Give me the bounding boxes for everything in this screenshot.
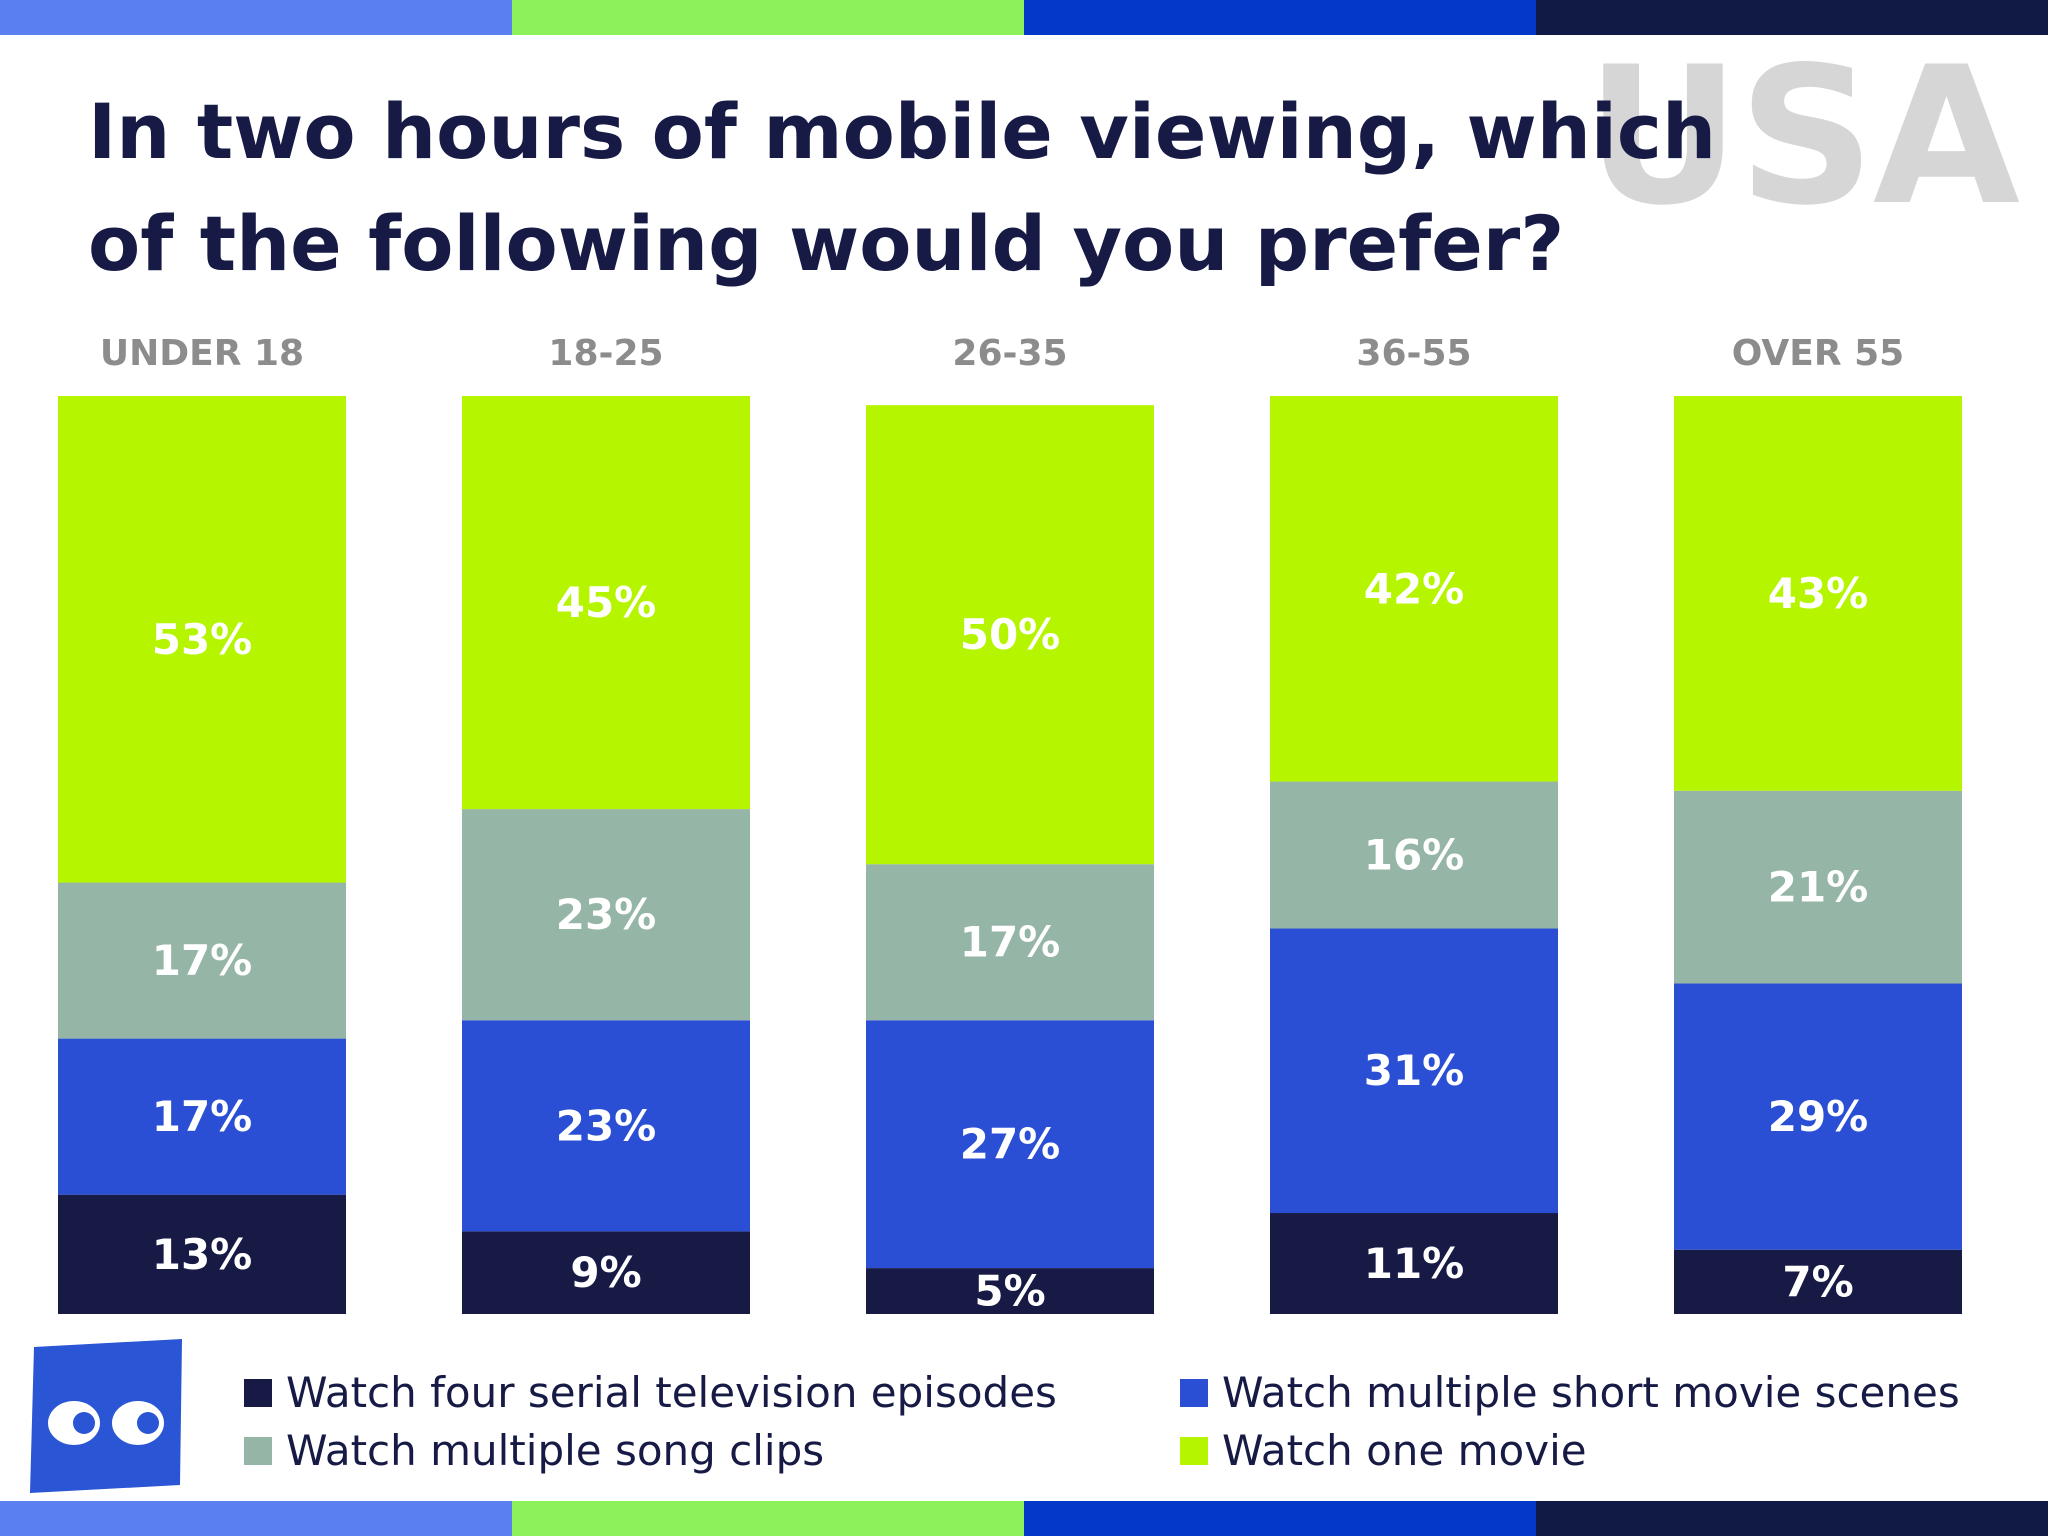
data-label: 53% (152, 615, 253, 664)
eyes-logo-icon (30, 1339, 182, 1493)
data-label: 31% (1364, 1046, 1465, 1095)
legend-item-one-movie: Watch one movie (1180, 1426, 1587, 1475)
data-label: 17% (152, 936, 253, 985)
bar-segment (1270, 1213, 1558, 1314)
legend-label: Watch multiple short movie scenes (1222, 1368, 1960, 1417)
chart-legend: Watch four serial television episodes Wa… (244, 1368, 1984, 1488)
category-label: 36-55 (1356, 333, 1471, 374)
brand-logo (26, 1335, 188, 1497)
legend-item-short-movie-scenes: Watch multiple short movie scenes (1180, 1368, 1960, 1417)
data-label: 13% (152, 1230, 253, 1279)
legend-item-four-serial-episodes: Watch four serial television episodes (244, 1368, 1057, 1417)
stripe-segment (1536, 1501, 2048, 1536)
bar-segment (462, 1231, 750, 1314)
data-label: 9% (570, 1248, 641, 1297)
bar-segment (866, 405, 1154, 865)
bar-segment (462, 1020, 750, 1232)
bar-group: OVER 55 7% 29% 21% 43% (1674, 333, 1962, 1314)
bar-segment (1270, 396, 1558, 782)
bar-segment (58, 396, 346, 883)
chart-title: In two hours of mobile viewing, which of… (88, 87, 1717, 288)
legend-item-song-clips: Watch multiple song clips (244, 1426, 824, 1475)
stripe-segment (1024, 0, 1536, 35)
legend-swatch (1180, 1378, 1208, 1407)
data-label: 5% (974, 1267, 1045, 1316)
data-label: 27% (960, 1120, 1061, 1169)
data-label: 45% (556, 578, 657, 627)
legend-swatch (1180, 1436, 1208, 1465)
category-label: OVER 55 (1732, 333, 1904, 374)
bar-segment (1270, 781, 1558, 929)
bar-segment (1674, 396, 1962, 791)
data-label: 43% (1768, 569, 1869, 618)
legend-label: Watch multiple song clips (286, 1426, 825, 1475)
data-label: 7% (1782, 1257, 1853, 1306)
stripe-segment (0, 1501, 512, 1536)
bottom-color-stripe (0, 1501, 2048, 1536)
bar-segment (462, 396, 750, 810)
bar-segment (1270, 928, 1558, 1214)
category-label: 18-25 (548, 333, 663, 374)
data-label: 23% (556, 1101, 657, 1150)
stripe-segment (1024, 1501, 1536, 1536)
stacked-bar-chart: UNDER 18 13% 17% 17% 53% 18-25 9% 23% 23% 45% 26-3… (58, 333, 1962, 1316)
bar-segment (1674, 790, 1962, 984)
legend-label: Watch four serial television episodes (286, 1368, 1057, 1417)
bar-segment (1674, 1249, 1962, 1314)
data-label: 17% (152, 1092, 253, 1141)
stripe-segment (512, 1501, 1024, 1536)
legend-label: Watch one movie (1222, 1426, 1587, 1475)
bar-segment (866, 864, 1154, 1021)
data-label: 16% (1364, 831, 1465, 880)
category-label: 26-35 (952, 333, 1067, 374)
bar-segment (866, 1268, 1154, 1314)
data-label: 42% (1364, 564, 1465, 613)
bar-segment (462, 809, 750, 1021)
data-label: 50% (960, 610, 1061, 659)
bar-segment (866, 1020, 1154, 1269)
legend-swatch (244, 1378, 272, 1407)
data-label: 29% (1768, 1092, 1869, 1141)
bar-group: UNDER 18 13% 17% 17% 53% (58, 333, 346, 1314)
bar-group: 26-35 5% 27% 17% 50% (866, 333, 1154, 1316)
bar-segment (58, 1038, 346, 1195)
bar-segment (58, 882, 346, 1039)
bar-segment (1674, 983, 1962, 1250)
bar-group: 18-25 9% 23% 23% 45% (462, 333, 750, 1314)
category-label: UNDER 18 (100, 333, 304, 374)
data-label: 11% (1364, 1239, 1465, 1288)
country-watermark: USA (1585, 26, 2020, 247)
data-label: 23% (556, 890, 657, 939)
legend-swatch (244, 1436, 272, 1465)
data-label: 21% (1768, 863, 1869, 912)
data-label: 17% (960, 918, 1061, 967)
bar-segment (58, 1194, 346, 1314)
stripe-segment (1536, 0, 2048, 35)
bar-group: 36-55 11% 31% 16% 42% (1270, 333, 1558, 1314)
top-color-stripe (0, 0, 2048, 35)
stripe-segment (0, 0, 512, 35)
stripe-segment (512, 0, 1024, 35)
